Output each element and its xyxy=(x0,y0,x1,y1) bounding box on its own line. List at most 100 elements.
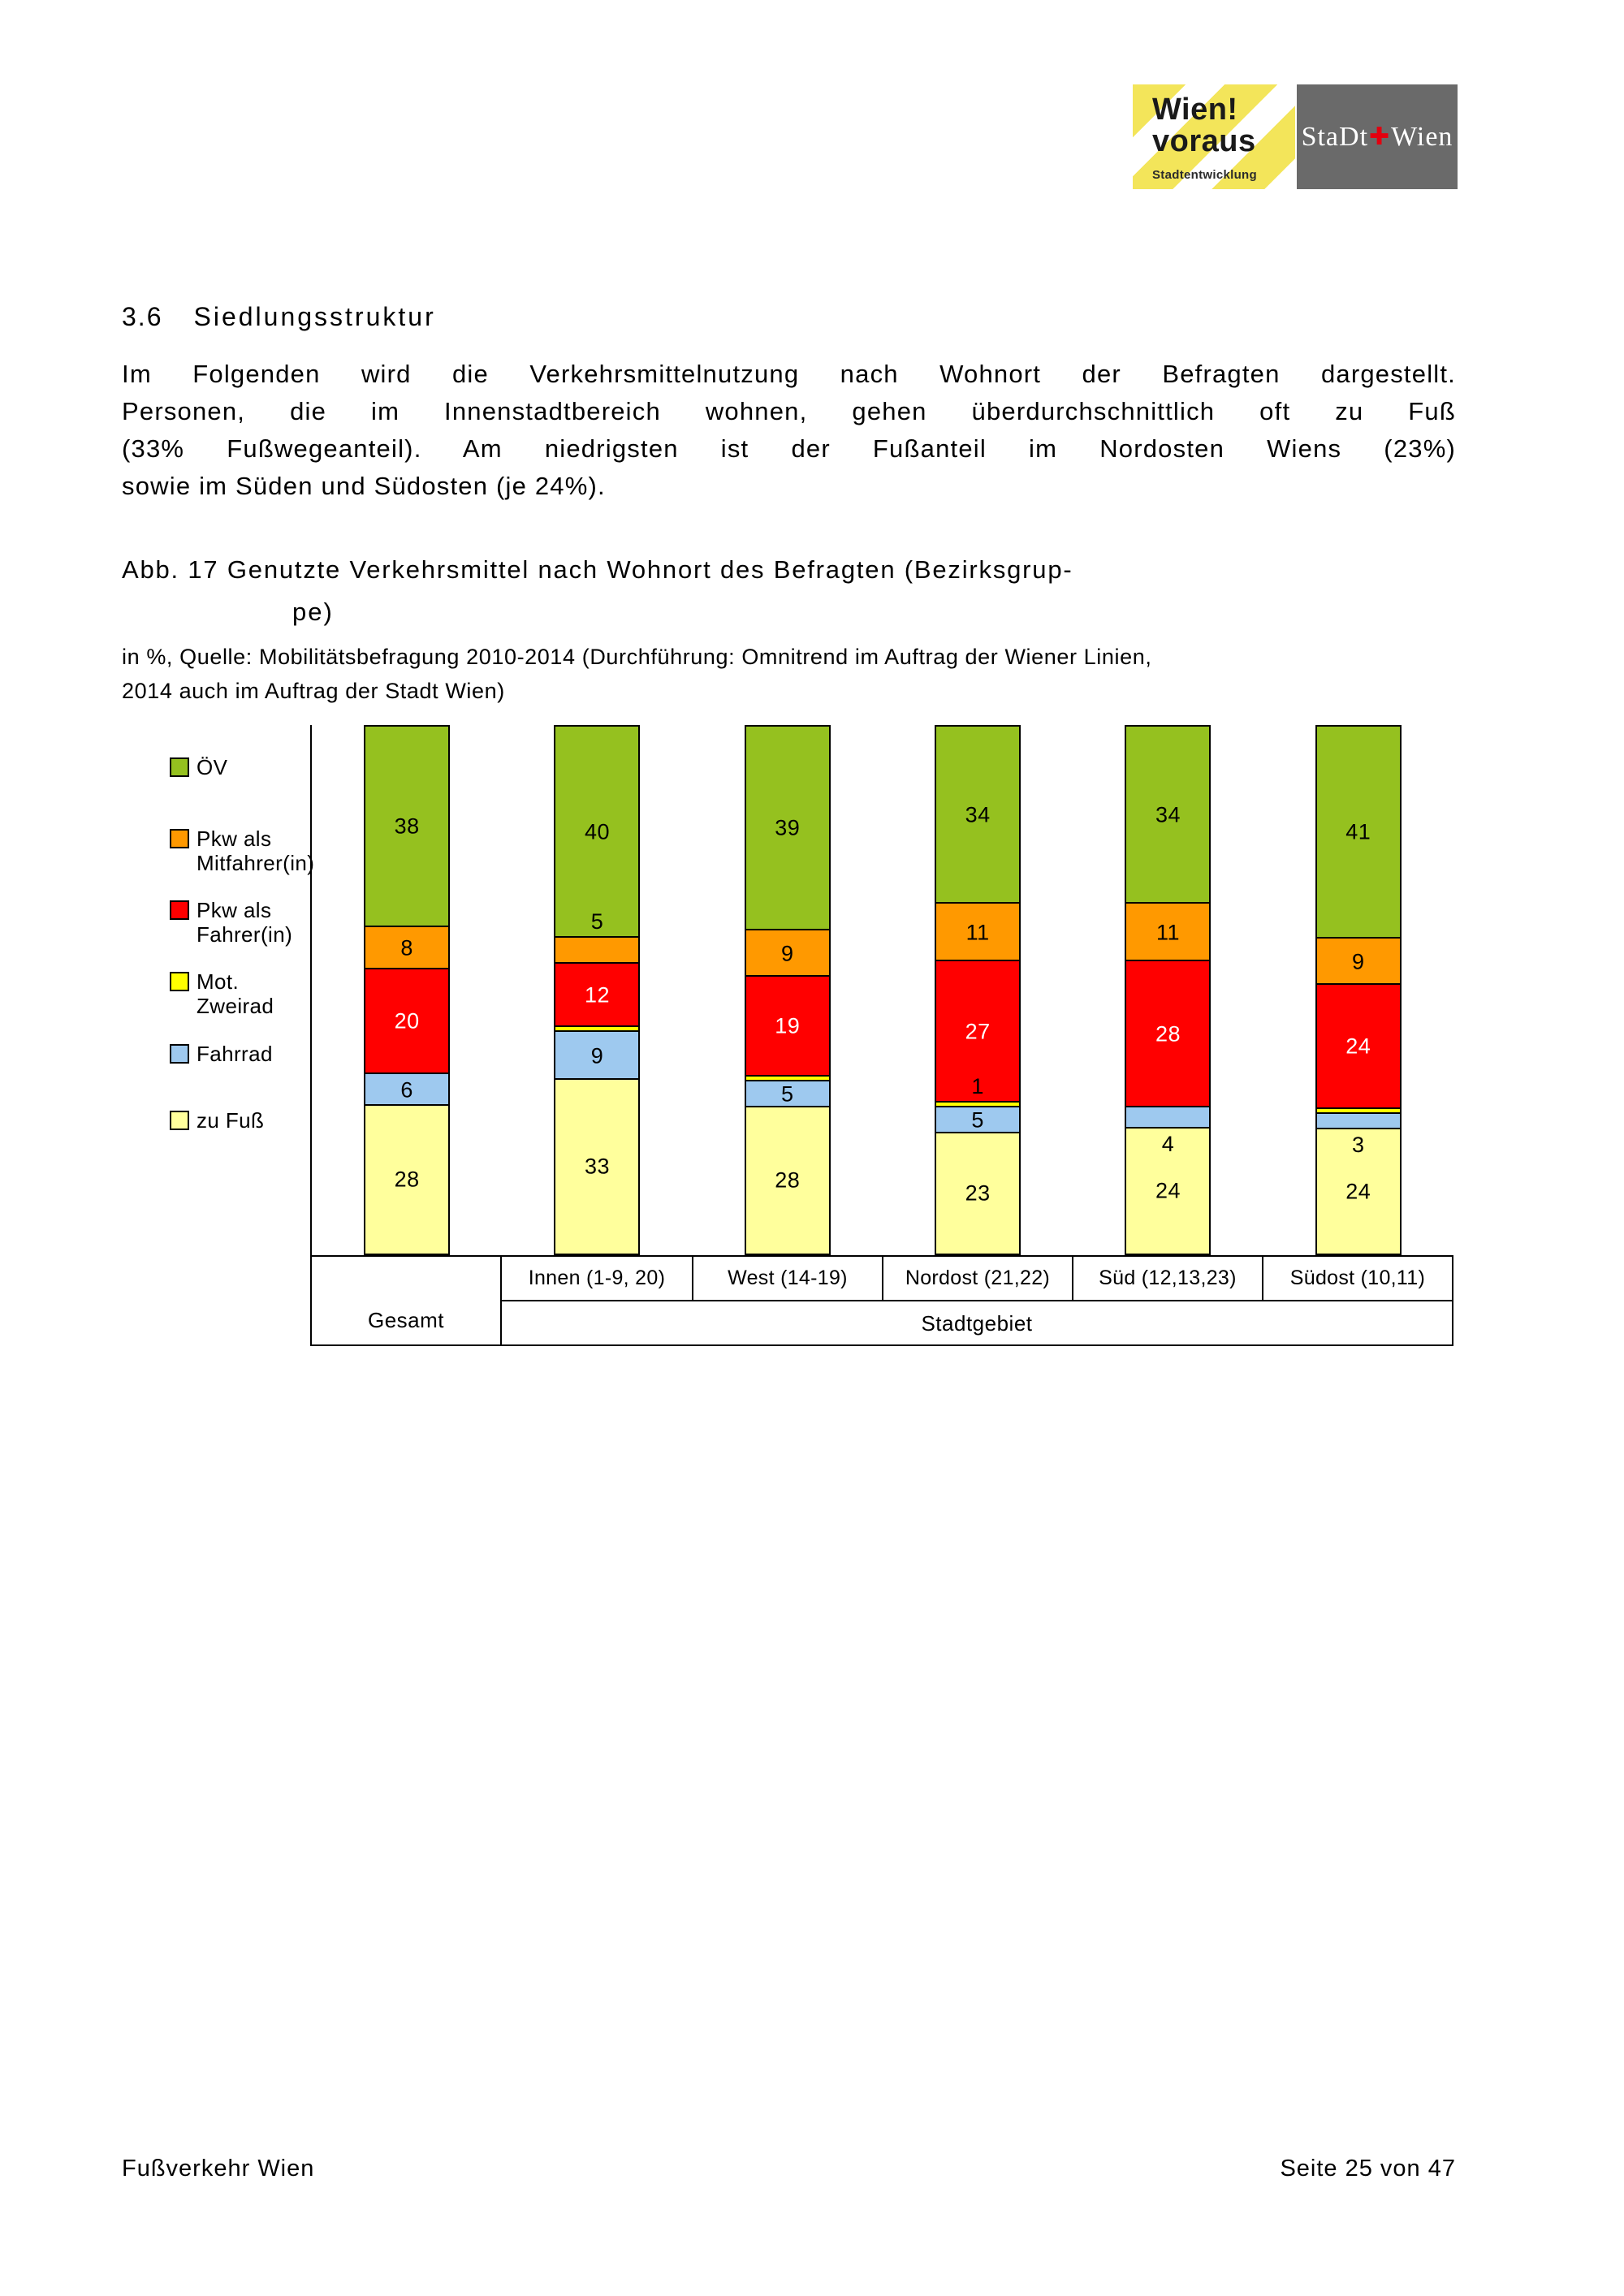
figure-caption-line1: Abb. 17 Genutzte Verkehrsmittel nach Woh… xyxy=(122,555,1073,584)
axis-label-region: Nordost (21,22) xyxy=(881,1257,1072,1301)
legend-label: Pkw als Fahrer(in) xyxy=(197,898,293,947)
legend-swatch-icon xyxy=(170,829,189,848)
bar-segment xyxy=(936,1133,1020,1254)
paragraph-line: sowie im Süden und Südosten (je 24%). xyxy=(122,472,606,500)
stacked-bar: 28 6 20 8 38 xyxy=(364,725,451,1255)
figure-source-line2: 2014 auch im Auftrag der Stadt Wien) xyxy=(122,679,505,703)
legend-label: ÖV xyxy=(197,755,228,779)
bar-value-label: 27 xyxy=(965,1019,991,1044)
stacked-bar: 24 3 24 9 41 xyxy=(1315,725,1402,1255)
bar-segment xyxy=(365,1074,449,1107)
legend-swatch-icon xyxy=(170,1044,189,1064)
bar-segment xyxy=(365,926,449,969)
logo-line2: voraus xyxy=(1152,124,1256,158)
figure-source-line1: in %, Quelle: Mobilitätsbefragung 2010-2… xyxy=(122,645,1152,669)
bar-segment xyxy=(1316,1129,1400,1254)
bar-segment xyxy=(936,1102,1020,1108)
axis-label-stadtgebiet: Stadtgebiet xyxy=(921,1311,1033,1336)
bar-segment xyxy=(1126,1128,1210,1254)
legend-label: zu Fuß xyxy=(197,1108,265,1133)
bar-segment xyxy=(365,727,449,927)
legend-swatch-icon xyxy=(170,900,189,920)
bar-value-label: 8 xyxy=(400,935,413,960)
bar-value-label: 28 xyxy=(394,1167,420,1192)
bar-value-label: 39 xyxy=(775,815,801,840)
footer-document-title: Fußverkehr Wien xyxy=(122,2156,315,2182)
bar-column-region-1: 33 9 12 5 40 xyxy=(502,725,692,1255)
legend-label: Fahrrad xyxy=(197,1042,273,1066)
bar-value-label: 23 xyxy=(965,1180,991,1206)
bar-value-label: 34 xyxy=(1155,802,1181,827)
chart-axis-table: Gesamt Innen (1-9, 20) West (14-19) Nordost… xyxy=(310,1257,1453,1346)
legend-label: Pkw als Mitfahrer(in) xyxy=(197,826,315,875)
bar-value-label: 11 xyxy=(965,920,990,945)
legend-item-fahrrad: Fahrrad xyxy=(170,1042,273,1066)
legend-item-pkw-als-mitfahrer-in-: Pkw als Mitfahrer(in) xyxy=(170,826,314,875)
legend-swatch-icon xyxy=(170,1111,189,1130)
bar-segment xyxy=(1126,961,1210,1108)
bar-value-label: 40 xyxy=(584,819,611,844)
bar-value-label: 24 xyxy=(1155,1178,1181,1203)
bar-segment xyxy=(365,969,449,1075)
bar-value-label: 9 xyxy=(1352,949,1365,973)
axis-label-gesamt: Gesamt xyxy=(312,1257,502,1344)
axis-label-region: West (14-19) xyxy=(691,1257,882,1301)
axis-label-region: Südost (10,11) xyxy=(1261,1257,1452,1301)
stacked-bar: 24 4 28 11 34 xyxy=(1125,725,1212,1255)
bar-value-label: 5 xyxy=(590,908,604,934)
bar-value-label: 1 xyxy=(971,1073,984,1098)
body-paragraph: Im Folgenden wird die Verkehrsmittelnutz… xyxy=(122,356,1456,505)
chart-plot-area: 28 6 20 8 38 33 9 12 5 40 28 5 19 9 39 23 5 1 27 11 34 24 4 28 1… xyxy=(310,725,1453,1257)
logo-line1: Wien! xyxy=(1152,93,1238,127)
bar-segment xyxy=(555,1026,639,1033)
paragraph-line: Personen, die im Innenstadtbereich wohne… xyxy=(122,397,1456,425)
stadtentwicklung-label: Stadtentwicklung xyxy=(1152,168,1257,182)
bar-value-label: 9 xyxy=(781,941,794,966)
section-number: 3.6 xyxy=(122,302,163,331)
bar-value-label: 3 xyxy=(1352,1133,1365,1158)
bar-value-label: 11 xyxy=(1155,920,1180,945)
stacked-bar: 33 9 12 5 40 xyxy=(554,725,641,1255)
bar-segment xyxy=(745,930,829,978)
bar-value-label: 28 xyxy=(775,1167,801,1193)
bar-segment xyxy=(745,727,829,930)
bar-value-label: 12 xyxy=(584,982,611,1008)
section-title: Siedlungsstruktur xyxy=(193,302,436,331)
bar-segment xyxy=(1316,985,1400,1109)
bar-segment xyxy=(555,937,639,965)
bar-segment xyxy=(555,964,639,1027)
bar-value-label: 24 xyxy=(1345,1179,1371,1204)
bar-segment xyxy=(1126,904,1210,962)
bar-column-region-3: 23 5 1 27 11 34 xyxy=(883,725,1073,1255)
bar-segment xyxy=(1316,1108,1400,1115)
bar-value-label: 9 xyxy=(590,1043,604,1068)
wien-voraus-wordmark: Wien! voraus xyxy=(1152,94,1256,158)
bar-segment xyxy=(936,961,1020,1103)
stadt-wien-part1: StaDt xyxy=(1301,121,1369,152)
bar-column-region-2: 28 5 19 9 39 xyxy=(693,725,883,1255)
legend-swatch-icon xyxy=(170,757,189,777)
bar-value-label: 41 xyxy=(1345,819,1371,844)
legend-item--v: ÖV xyxy=(170,755,227,779)
paragraph-line: Im Folgenden wird die Verkehrsmittelnutz… xyxy=(122,360,1456,388)
legend-item-mot-zweirad: Mot. Zweirad xyxy=(170,969,274,1018)
stacked-bar: 23 5 1 27 11 34 xyxy=(935,725,1021,1255)
legend-item-zu-fu-: zu Fuß xyxy=(170,1108,264,1133)
bar-value-label: 33 xyxy=(584,1154,611,1179)
bar-column-region-5: 24 3 24 9 41 xyxy=(1263,725,1453,1255)
bar-segment xyxy=(745,977,829,1077)
bar-value-label: 34 xyxy=(965,802,991,827)
bar-value-label: 28 xyxy=(1155,1021,1181,1047)
bar-segment xyxy=(1316,727,1400,939)
axis-label-region: Innen (1-9, 20) xyxy=(501,1257,692,1301)
bar-value-label: 5 xyxy=(781,1081,794,1107)
bar-segment xyxy=(1316,938,1400,986)
red-cross-icon: ✚ xyxy=(1369,123,1391,151)
bar-value-label: 20 xyxy=(394,1008,420,1034)
bar-segment xyxy=(555,727,639,938)
bar-segment xyxy=(936,904,1020,962)
legend-swatch-icon xyxy=(170,972,189,991)
bar-value-label: 19 xyxy=(775,1013,801,1038)
bar-segment xyxy=(555,1032,639,1080)
bar-value-label: 24 xyxy=(1345,1034,1371,1059)
